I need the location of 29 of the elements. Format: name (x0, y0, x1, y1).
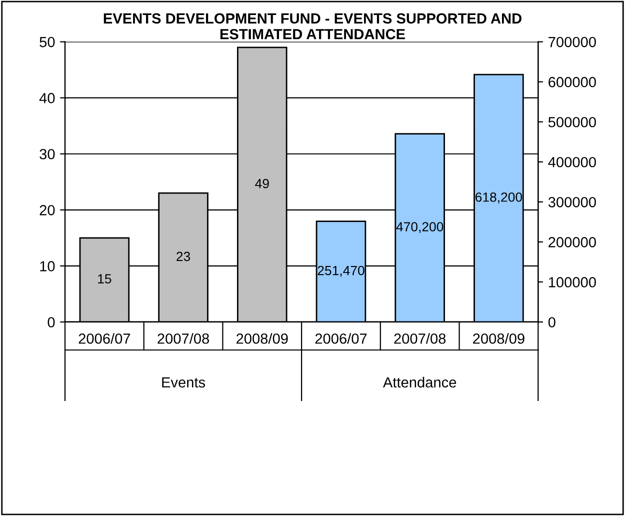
data-label: 470,200 (396, 222, 444, 233)
x-tick-label: 2008/09 (473, 333, 524, 344)
y2-tick-label: 700000 (548, 36, 596, 48)
x-tick-label: 2006/07 (315, 333, 367, 344)
data-label: 23 (176, 252, 190, 262)
y-tick-label: 0 (48, 317, 55, 328)
y-tick-label: 40 (39, 92, 55, 104)
data-label: 15 (98, 274, 112, 284)
y-tick-label: 10 (40, 261, 55, 272)
data-label: 49 (255, 178, 269, 188)
y2-tick-label: 500000 (548, 116, 596, 128)
chart-title: EVENTS DEVELOPMENT FUND - EVENTS SUPPORTED AND ESTIMATED ATTENDANCE (104, 13, 522, 40)
y2-tick-label: 0 (548, 317, 556, 328)
x-tick-label: 2006/07 (78, 333, 130, 344)
y2-tick-label: 100000 (548, 277, 596, 288)
data-label: 618,200 (476, 192, 522, 204)
y-tick-label: 30 (40, 148, 55, 160)
y-tick-label: 50 (40, 36, 55, 48)
y2-tick-label: 200000 (548, 237, 596, 248)
text: Attendance (382, 376, 456, 388)
x-tick-label: 2007/08 (158, 333, 210, 344)
text: Events (162, 377, 206, 388)
x-tick-label: 2007/08 (394, 333, 446, 344)
y2-tick-label: 300000 (548, 197, 596, 208)
y-tick-label: 20 (40, 205, 55, 216)
y2-tick-label: 400000 (548, 156, 596, 168)
data-label: 251,470 (318, 266, 364, 277)
y2-tick-label: 600000 (548, 76, 596, 88)
x-tick-label: 2008/09 (236, 333, 288, 344)
